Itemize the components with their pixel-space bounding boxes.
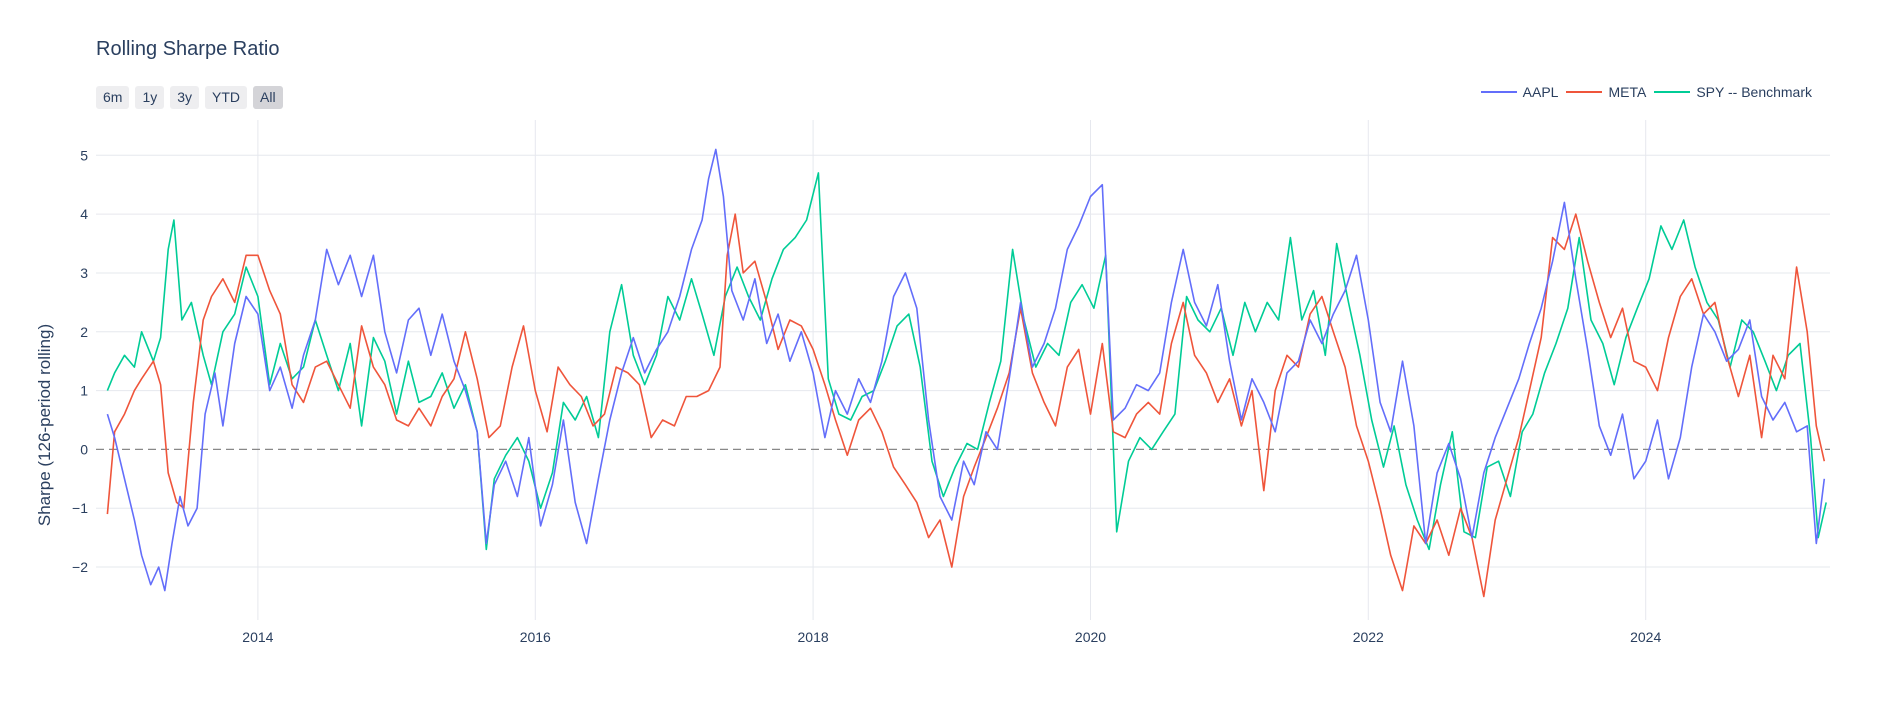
x-tick-label: 2020 xyxy=(1075,629,1106,645)
y-tick-label: 3 xyxy=(80,265,88,281)
y-tick-label: −2 xyxy=(72,559,88,575)
legend-label-meta: META xyxy=(1608,84,1647,100)
range-button-3y[interactable]: 3y xyxy=(170,86,200,109)
legend-swatch-aapl xyxy=(1480,91,1517,93)
series-line-meta[interactable] xyxy=(106,213,1826,598)
gridlines xyxy=(96,120,1830,620)
series-lines xyxy=(106,148,1827,598)
range-button-1y[interactable]: 1y xyxy=(135,86,165,109)
legend: AAPL META SPY -- Benchmark xyxy=(1480,84,1812,100)
x-tick-label: 2022 xyxy=(1353,629,1384,645)
series-line-spy[interactable] xyxy=(106,172,1827,551)
y-tick-label: 4 xyxy=(80,206,88,222)
series-line-aapl[interactable] xyxy=(106,148,1826,592)
legend-label-aapl: AAPL xyxy=(1522,84,1559,100)
range-selector: 6m 1y 3y YTD All xyxy=(96,86,283,109)
y-axis-title: Sharpe (126-period rolling) xyxy=(35,324,54,526)
x-tick-label: 2014 xyxy=(242,629,273,645)
x-tick-label: 2016 xyxy=(520,629,551,645)
range-button-ytd[interactable]: YTD xyxy=(205,86,248,109)
x-axis-ticks: 2014 2016 2018 2020 2022 2024 xyxy=(242,629,1661,645)
y-tick-label: 0 xyxy=(80,441,88,457)
legend-item-meta[interactable]: META xyxy=(1566,84,1646,100)
y-tick-label: 5 xyxy=(80,147,88,163)
legend-swatch-spy xyxy=(1654,91,1691,93)
range-button-6m[interactable]: 6m xyxy=(96,86,130,109)
range-button-all[interactable]: All xyxy=(253,86,283,109)
legend-item-aapl[interactable]: AAPL xyxy=(1480,84,1559,100)
y-axis-ticks: 5 4 3 2 1 0 −1 −2 xyxy=(72,147,88,575)
chart-title: Rolling Sharpe Ratio xyxy=(96,38,280,60)
y-tick-label: 1 xyxy=(80,383,88,399)
legend-label-spy: SPY -- Benchmark xyxy=(1696,84,1812,100)
y-tick-label: −1 xyxy=(72,500,88,516)
y-tick-label: 2 xyxy=(80,324,88,340)
x-tick-label: 2018 xyxy=(798,629,829,645)
legend-swatch-meta xyxy=(1566,91,1603,93)
x-tick-label: 2024 xyxy=(1630,629,1661,645)
legend-item-spy[interactable]: SPY -- Benchmark xyxy=(1654,84,1812,100)
